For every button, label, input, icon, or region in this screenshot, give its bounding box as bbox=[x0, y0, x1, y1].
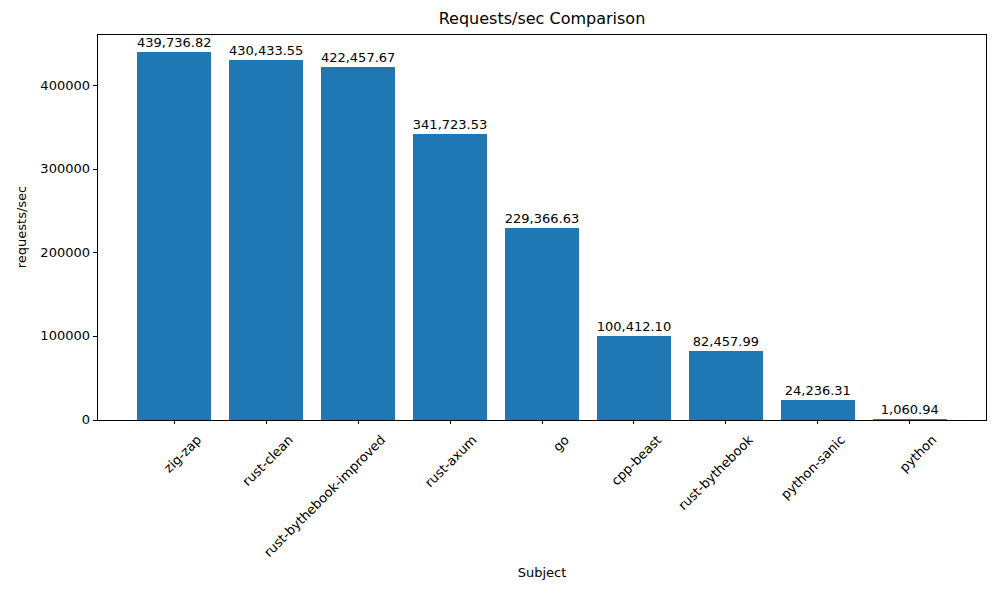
y-axis-label: requests/sec bbox=[14, 186, 29, 269]
y-axis-spine-left bbox=[97, 34, 98, 421]
y-tick-mark bbox=[93, 169, 97, 170]
bar-value-label: 229,366.63 bbox=[472, 211, 612, 226]
bar-value-label: 24,236.31 bbox=[748, 383, 888, 398]
x-tick-mark bbox=[817, 420, 818, 424]
bar-chart-figure: Requests/sec Comparison requests/sec Sub… bbox=[0, 0, 1000, 600]
bar-rust-clean bbox=[229, 60, 303, 420]
x-tick-label: cpp-beast bbox=[608, 433, 664, 489]
x-tick-label: go bbox=[551, 433, 573, 455]
bar-rust-axum bbox=[413, 134, 487, 420]
x-tick-label: rust-clean bbox=[240, 433, 296, 489]
bar-value-label: 422,457.67 bbox=[288, 50, 428, 65]
x-tick-mark bbox=[725, 420, 726, 424]
x-tick-mark bbox=[266, 420, 267, 424]
y-tick-mark bbox=[93, 336, 97, 337]
x-axis-label: Subject bbox=[97, 565, 987, 580]
bar-value-label: 100,412.10 bbox=[564, 319, 704, 334]
x-tick-mark bbox=[450, 420, 451, 424]
x-tick-mark bbox=[909, 420, 910, 424]
x-tick-label: python bbox=[898, 433, 940, 475]
x-tick-label: zig-zap bbox=[161, 433, 204, 476]
y-tick-mark bbox=[93, 420, 97, 421]
chart-title: Requests/sec Comparison bbox=[97, 9, 987, 28]
bar-value-label: 341,723.53 bbox=[380, 117, 520, 132]
bar-zig-zap bbox=[137, 52, 211, 420]
x-tick-mark bbox=[358, 420, 359, 424]
y-tick-label: 100000 bbox=[40, 328, 90, 343]
bar-value-label: 1,060.94 bbox=[840, 402, 980, 417]
y-tick-label: 200000 bbox=[40, 245, 90, 260]
y-tick-mark bbox=[93, 252, 97, 253]
x-tick-mark bbox=[542, 420, 543, 424]
bar-value-label: 82,457.99 bbox=[656, 334, 796, 349]
y-tick-label: 0 bbox=[82, 412, 90, 427]
x-tick-mark bbox=[633, 420, 634, 424]
y-tick-mark bbox=[93, 85, 97, 86]
y-tick-label: 300000 bbox=[40, 161, 90, 176]
x-tick-label: python-sanic bbox=[778, 433, 847, 502]
y-tick-label: 400000 bbox=[40, 78, 90, 93]
x-tick-mark bbox=[174, 420, 175, 424]
x-tick-label: rust-bythebook bbox=[676, 433, 756, 513]
x-tick-label: rust-axum bbox=[423, 433, 480, 490]
axis-spine-right bbox=[986, 34, 987, 421]
